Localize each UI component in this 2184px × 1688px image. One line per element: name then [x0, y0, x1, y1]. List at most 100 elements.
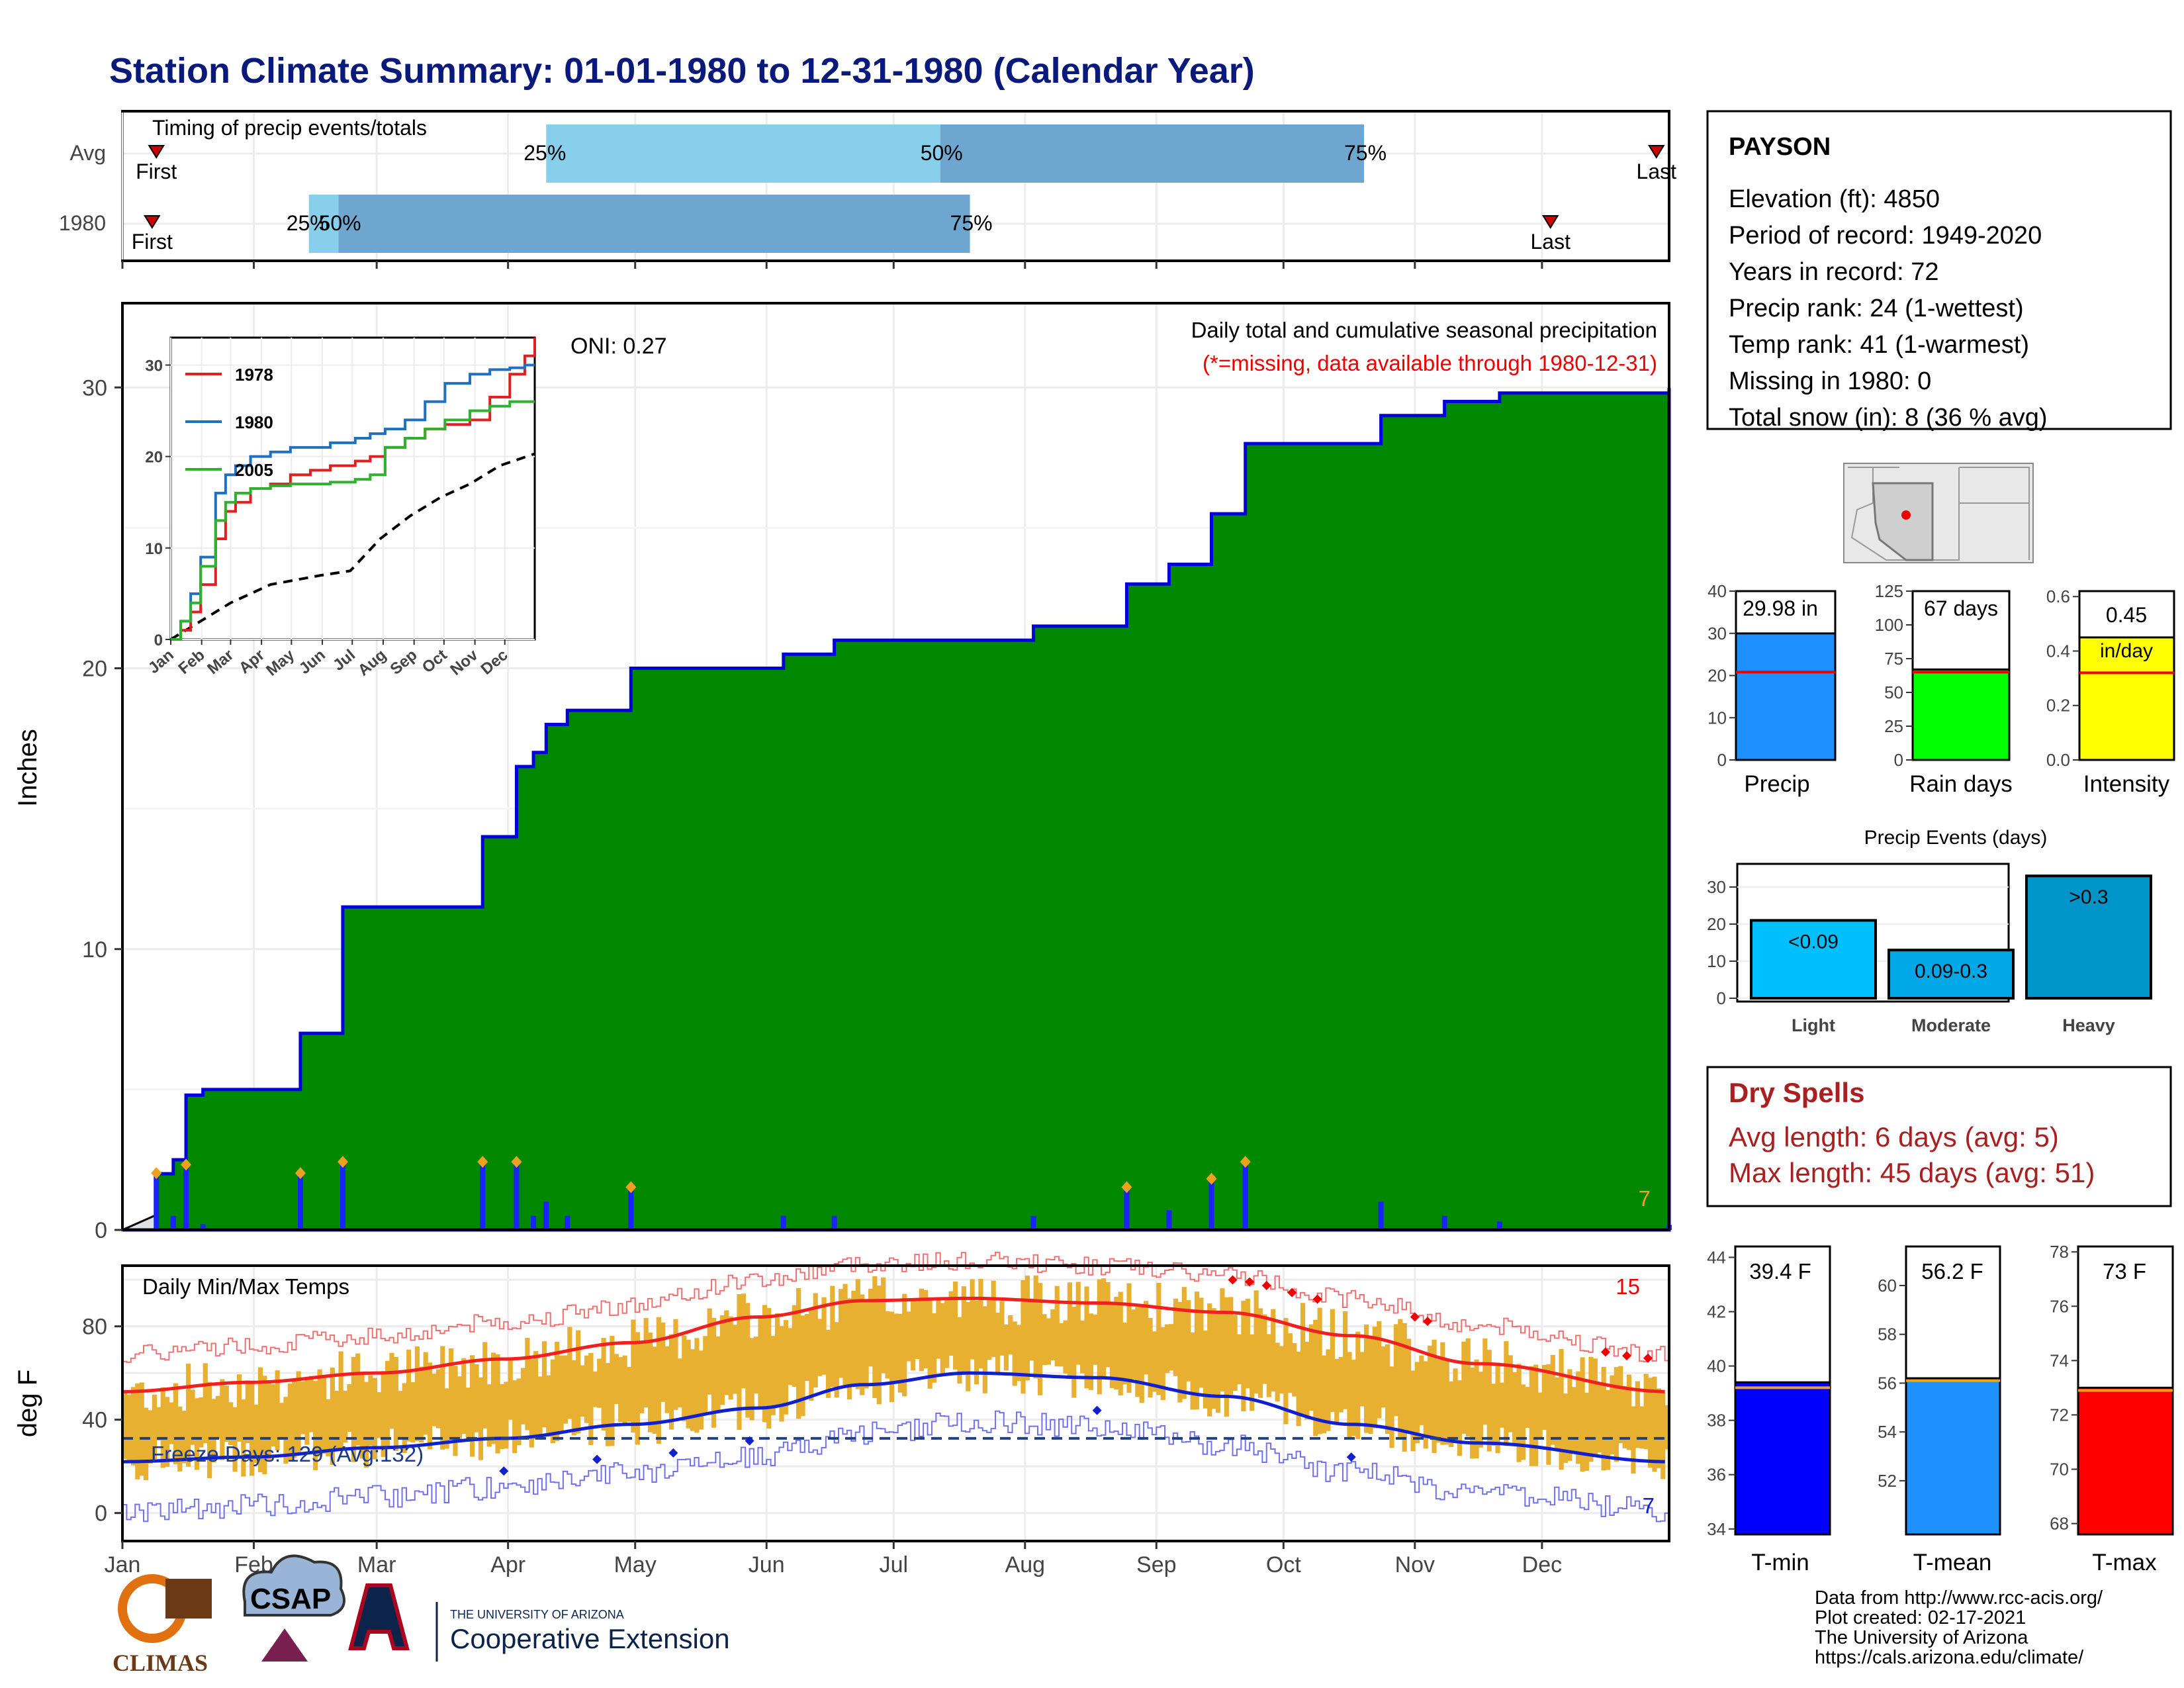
- rain_days-tick-label: 25: [1884, 716, 1903, 736]
- daily-temp-bar: [1211, 1308, 1216, 1409]
- daily-temp-bar: [292, 1378, 297, 1458]
- daily-temp-bar: [1253, 1290, 1259, 1394]
- tmax-tick-label: 76: [2050, 1296, 2069, 1316]
- daily-precip-bar: [480, 1162, 486, 1230]
- ua-cooperative-extension: Cooperative Extension: [450, 1623, 730, 1654]
- daily-temp-bar: [618, 1357, 623, 1423]
- daily-temp-bar: [474, 1364, 479, 1432]
- daily-temp-bar: [1300, 1303, 1306, 1414]
- daily-precip-bar: [170, 1215, 176, 1230]
- daily-temp-bar: [1071, 1307, 1077, 1398]
- month-tick-label: Mar: [357, 1552, 396, 1577]
- intensity-tick-label: 0.0: [2046, 750, 2070, 770]
- precip-events-title: Precip Events (days): [1864, 827, 2048, 849]
- daily-temp-bar: [1504, 1341, 1509, 1446]
- events-tick-label: 10: [1707, 951, 1726, 971]
- daily-temp-bar: [715, 1336, 721, 1413]
- daily-temp-bar: [1389, 1366, 1394, 1448]
- daily-precip-marker: [1121, 1181, 1132, 1194]
- tmax-tick-label: 70: [2050, 1460, 2069, 1479]
- record-high-marker: [1423, 1317, 1433, 1327]
- daily-temp-bar: [1008, 1315, 1013, 1355]
- daily-temp-bars: [122, 1275, 1670, 1481]
- daily-precip-bar: [297, 1174, 303, 1230]
- daily-temp-bar: [605, 1363, 611, 1446]
- daily-temp-bar: [1194, 1291, 1200, 1410]
- daily-temp-bar: [775, 1313, 780, 1406]
- footer-line-data: Data from http://www.rcc-acis.org/: [1815, 1587, 2103, 1609]
- daily-temp-bar: [1093, 1314, 1098, 1365]
- daily-temp-bar: [1381, 1346, 1386, 1408]
- daily-temp-bar: [499, 1383, 505, 1450]
- daily-temp-bar: [1109, 1302, 1115, 1388]
- daily-temp-bar: [1597, 1383, 1602, 1453]
- daily-temp-bar: [957, 1317, 962, 1384]
- daily-temp-bar: [762, 1305, 768, 1423]
- daily-temp-bar: [1215, 1313, 1221, 1413]
- daily-temp-bar: [211, 1399, 216, 1463]
- daily-temp-bar: [1537, 1392, 1543, 1438]
- climas-logo: CLIMAS: [113, 1574, 212, 1676]
- daily-temp-bar: [190, 1389, 195, 1445]
- daily-temp-bar: [1643, 1374, 1649, 1450]
- daily-temp-bar: [1533, 1364, 1539, 1466]
- daily-temp-bar: [1423, 1361, 1428, 1449]
- daily-temp-bar: [664, 1346, 670, 1413]
- daily-temp-bar: [1003, 1324, 1009, 1371]
- daily-temp-bar: [266, 1383, 271, 1460]
- daily-temp-bar: [1046, 1318, 1051, 1365]
- daily-temp-bar: [1635, 1381, 1640, 1448]
- daily-temp-bar: [1486, 1350, 1492, 1452]
- daily-precip-bar: [1441, 1215, 1447, 1230]
- daily-temp-bar: [1241, 1301, 1246, 1412]
- daily-temp-bar: [1080, 1320, 1085, 1374]
- daily-temp-bar: [1664, 1405, 1670, 1450]
- precip-value: 29.98 in: [1743, 596, 1818, 620]
- inset-line-1978: [171, 338, 536, 641]
- daily-temp-bar: [1482, 1338, 1488, 1425]
- daily-temp-bar: [919, 1288, 924, 1372]
- daily-temp-bar: [647, 1333, 653, 1432]
- precip-frame-border: [121, 302, 1670, 1231]
- daily-temp-bar: [135, 1383, 140, 1479]
- daily-temp-bar: [1097, 1279, 1102, 1395]
- daily-temp-bar: [915, 1300, 920, 1360]
- daily-temp-bar: [1130, 1309, 1136, 1380]
- daily-temp-bar: [741, 1293, 747, 1389]
- daily-temp-bar: [1283, 1318, 1289, 1425]
- cold-count: 7: [1643, 1493, 1655, 1518]
- map-arizona: [1872, 482, 1934, 561]
- daily-precip-marker: [295, 1167, 306, 1180]
- daily-temp-bar: [631, 1319, 636, 1433]
- station-line-temp-rank: Temp rank: 41 (1-warmest): [1729, 331, 2029, 359]
- intensity-tick-label: 0.4: [2046, 641, 2070, 661]
- daily-temp-bar: [872, 1276, 878, 1398]
- daily-temp-bar: [321, 1376, 327, 1454]
- daily-precip-bar: [1166, 1210, 1172, 1230]
- daily-temp-bar: [1580, 1357, 1585, 1472]
- daily-temp-bar: [1266, 1334, 1271, 1397]
- daily-temp-bar: [363, 1382, 369, 1468]
- tmax-tick-label: 78: [2050, 1242, 2069, 1262]
- daily-temp-bar: [1398, 1319, 1403, 1437]
- timing-bar-q25-q50: [308, 195, 339, 253]
- daily-temp-bar: [512, 1380, 518, 1454]
- record-high-marker: [1228, 1275, 1238, 1285]
- daily-temp-bar: [940, 1303, 945, 1374]
- timing-bar-q50-q75: [940, 124, 1365, 183]
- daily-temp-bar: [144, 1407, 149, 1481]
- events-tick-label: 20: [1707, 914, 1726, 934]
- daily-temp-bar: [1021, 1280, 1026, 1394]
- dry-spells-title: Dry Spells: [1729, 1077, 1864, 1108]
- daily-temp-bar: [1576, 1371, 1581, 1464]
- daily-temp-bar: [555, 1342, 560, 1441]
- daily-temp-bar: [597, 1358, 602, 1408]
- tmean-tick-label: 58: [1878, 1325, 1897, 1344]
- daily-temp-bar: [1618, 1366, 1623, 1444]
- daily-temp-bar: [1228, 1297, 1234, 1395]
- daily-temp-bar: [1444, 1359, 1449, 1445]
- daily-temp-bar: [1012, 1321, 1017, 1386]
- daily-temp-bar: [897, 1313, 903, 1393]
- events-moderate-label: Moderate: [1911, 1015, 1991, 1035]
- timing-last-label: Last: [1637, 160, 1677, 183]
